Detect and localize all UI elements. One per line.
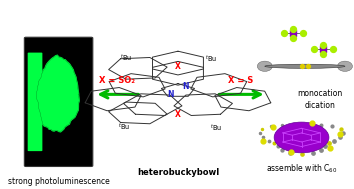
Point [260, 136, 266, 139]
Ellipse shape [265, 64, 345, 68]
Point [270, 126, 276, 129]
Point [299, 124, 304, 127]
Point [271, 142, 277, 145]
FancyBboxPatch shape [28, 53, 42, 151]
Ellipse shape [337, 61, 353, 71]
Text: N: N [167, 90, 174, 99]
Circle shape [274, 122, 329, 153]
Point [290, 32, 296, 35]
Point [299, 65, 304, 68]
Point [290, 28, 296, 31]
Text: $^t$Bu: $^t$Bu [120, 52, 132, 63]
Point [320, 43, 326, 46]
Text: strong photoluminescence: strong photoluminescence [8, 177, 109, 186]
Point [331, 139, 337, 142]
Point [307, 124, 313, 127]
Point [289, 150, 294, 153]
Point [268, 125, 274, 128]
Text: X: X [175, 62, 181, 71]
Point [290, 36, 296, 39]
Point [281, 32, 286, 35]
Point [260, 140, 266, 143]
Point [309, 122, 315, 125]
Point [318, 124, 324, 127]
Text: X = SO₂: X = SO₂ [99, 76, 135, 85]
Text: assemble with C$_{60}$: assemble with C$_{60}$ [266, 163, 337, 175]
Polygon shape [36, 55, 79, 132]
Point [330, 48, 336, 51]
Point [310, 151, 315, 154]
Point [340, 132, 346, 135]
Point [337, 132, 343, 135]
Point [327, 146, 333, 149]
Point [320, 52, 326, 55]
Point [329, 125, 335, 128]
Text: X: X [175, 110, 181, 119]
Point [311, 48, 316, 51]
Point [337, 136, 343, 139]
Point [257, 132, 263, 135]
Point [300, 32, 306, 35]
Text: heterobuckybowl: heterobuckybowl [137, 168, 219, 177]
Point [299, 152, 304, 155]
Point [280, 124, 285, 127]
Point [318, 148, 324, 151]
Text: N: N [182, 82, 188, 91]
Ellipse shape [257, 61, 272, 71]
Point [266, 139, 272, 142]
Text: X = S: X = S [228, 76, 253, 85]
Point [326, 142, 332, 145]
Point [322, 145, 328, 148]
Point [260, 128, 266, 131]
Point [280, 148, 285, 151]
Text: monocation
dication: monocation dication [297, 89, 343, 110]
Text: $^t$Bu: $^t$Bu [119, 121, 131, 132]
Point [306, 65, 311, 68]
Point [287, 151, 293, 154]
FancyBboxPatch shape [24, 37, 93, 167]
Point [275, 145, 281, 148]
Point [290, 124, 296, 127]
Text: $^t$Bu: $^t$Bu [205, 53, 217, 64]
Text: $^t$Bu: $^t$Bu [210, 122, 222, 133]
Point [338, 128, 343, 131]
Point [320, 48, 326, 51]
